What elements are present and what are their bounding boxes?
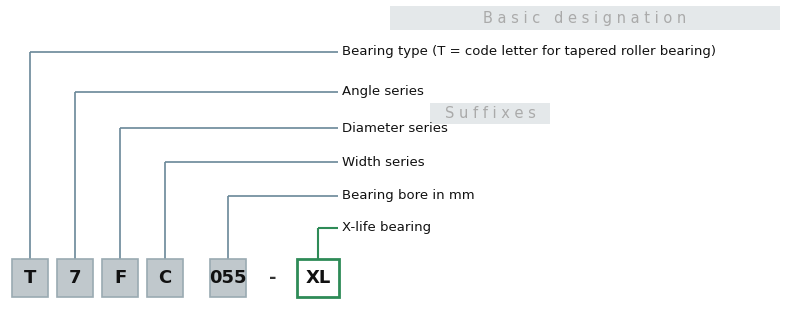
Text: B a s i c   d e s i g n a t i o n: B a s i c d e s i g n a t i o n xyxy=(483,11,686,26)
Text: XL: XL xyxy=(306,269,330,287)
Text: Bearing type (T = code letter for tapered roller bearing): Bearing type (T = code letter for tapere… xyxy=(342,45,716,59)
Text: 7: 7 xyxy=(69,269,82,287)
Text: -: - xyxy=(270,269,277,287)
FancyBboxPatch shape xyxy=(297,259,339,297)
Text: Angle series: Angle series xyxy=(342,85,424,99)
FancyBboxPatch shape xyxy=(102,259,138,297)
FancyBboxPatch shape xyxy=(147,259,183,297)
Text: C: C xyxy=(158,269,172,287)
Text: F: F xyxy=(114,269,126,287)
Text: Width series: Width series xyxy=(342,156,425,169)
Bar xyxy=(430,103,550,124)
Bar xyxy=(390,6,780,30)
Text: 055: 055 xyxy=(210,269,246,287)
FancyBboxPatch shape xyxy=(57,259,93,297)
Text: Bearing bore in mm: Bearing bore in mm xyxy=(342,189,474,203)
Text: T: T xyxy=(24,269,36,287)
Text: Diameter series: Diameter series xyxy=(342,122,448,134)
FancyBboxPatch shape xyxy=(12,259,48,297)
Text: X-life bearing: X-life bearing xyxy=(342,221,431,235)
FancyBboxPatch shape xyxy=(210,259,246,297)
Text: S u f f i x e s: S u f f i x e s xyxy=(445,106,535,121)
